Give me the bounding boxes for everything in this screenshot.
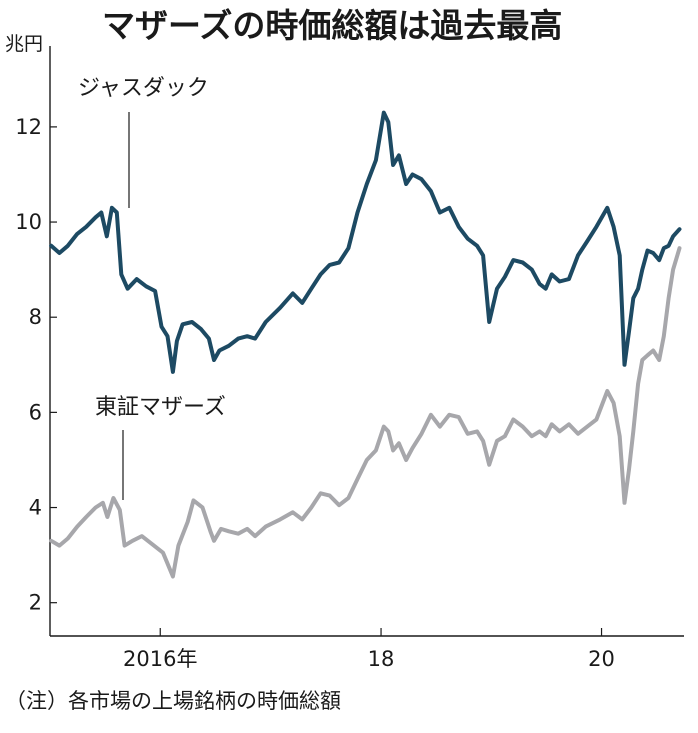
y-tick-label: 4 [29,496,42,520]
y-axis-ticks: 2 4 6 8 10 12 [15,115,57,615]
y-tick-label: 8 [29,305,42,329]
x-axis-ticks: 2016年 18 20 [123,628,615,671]
y-axis-unit: 兆円 [5,33,43,55]
mothers-series-line [49,246,682,579]
series-lines [49,110,682,579]
series-label-jasdaq: ジャスダック [78,76,209,101]
x-tick-label: 20 [588,647,615,671]
y-tick-label: 12 [15,115,42,139]
x-tick-label: 2016年 [123,647,197,671]
series-label-mothers: 東証マザーズ [95,395,226,420]
y-tick-label: 6 [29,400,42,424]
jasdaq-series-line [49,110,682,374]
x-tick-label: 18 [368,647,395,671]
footnote: （注）各市場の上場銘柄の時価総額 [5,689,341,713]
chart-title: マザーズの時価総額は過去最高 [102,6,562,45]
y-tick-label: 2 [29,591,42,615]
y-tick-label: 10 [15,210,42,234]
